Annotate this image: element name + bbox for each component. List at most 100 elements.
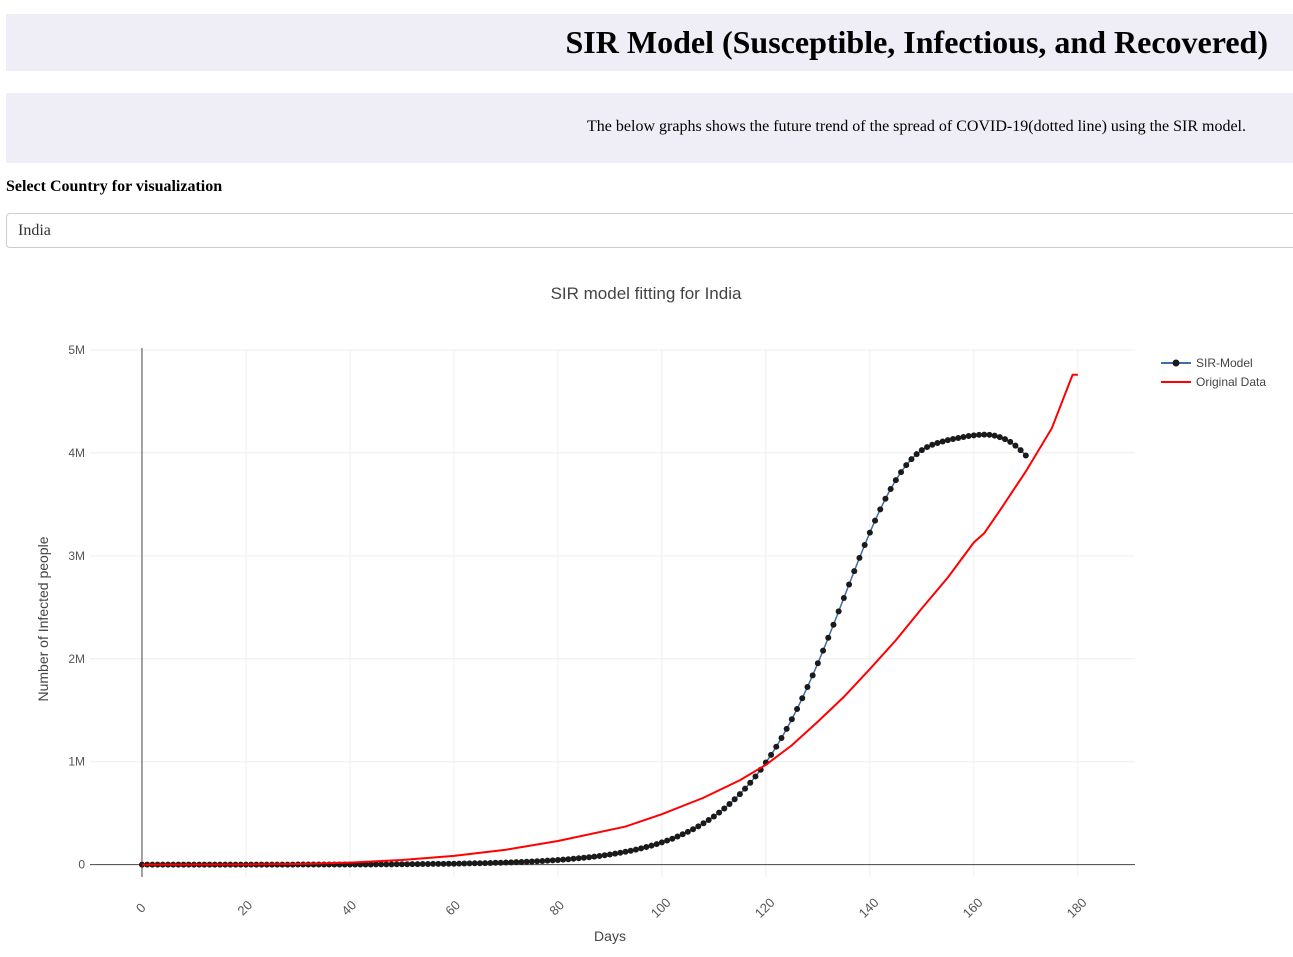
- y-axis-label: Number of Infected people: [35, 536, 51, 701]
- sir-model-point: [716, 809, 723, 816]
- sir-model-point: [638, 845, 645, 852]
- sir-model-point: [960, 433, 967, 440]
- sir-model-point: [991, 432, 998, 439]
- sir-model-point: [1017, 447, 1024, 454]
- sir-model-point: [866, 529, 873, 536]
- sir-model-point: [887, 485, 894, 492]
- original-data-line: [141, 373, 1078, 866]
- sir-model-point: [643, 844, 650, 851]
- sir-model-point: [690, 826, 697, 833]
- sir-model-point: [710, 813, 717, 820]
- sir-model-point: [378, 861, 385, 868]
- sir-model-point: [1007, 438, 1014, 445]
- sir-model-point: [752, 773, 759, 780]
- sir-model-point: [736, 791, 743, 798]
- sir-model-point: [622, 848, 629, 855]
- sir-model-point: [986, 431, 993, 438]
- y-tick-label: 2M: [68, 652, 85, 666]
- sir-model-point: [549, 857, 556, 864]
- sir-model-point: [835, 608, 842, 615]
- sir-model-point: [539, 857, 546, 864]
- sir-model-point: [471, 860, 478, 867]
- sir-model-point: [726, 801, 733, 808]
- sir-model-point: [440, 860, 447, 867]
- sir-model-point: [778, 735, 785, 742]
- sir-model-point: [799, 695, 806, 702]
- sir-model-point: [580, 854, 587, 861]
- sir-model-point: [840, 594, 847, 601]
- x-tick-label: 40: [338, 897, 359, 918]
- sir-model-point: [658, 839, 665, 846]
- sir-model-point: [497, 859, 504, 866]
- sir-model-point: [809, 672, 816, 679]
- chart-grid: [90, 349, 1135, 877]
- sir-model-point: [591, 853, 598, 860]
- sir-model-point: [851, 568, 858, 575]
- country-dropdown-value: India: [18, 222, 51, 239]
- chart-axes: 0 20 40 60 80 100 120 140 160 180 0 1M 2M 3M 4M 5M: [68, 343, 1135, 921]
- sir-model-point: [664, 837, 671, 844]
- sir-model-point: [419, 861, 426, 868]
- sir-model-point: [955, 435, 962, 442]
- y-tick-label: 3M: [68, 549, 85, 563]
- x-tick-label: 80: [546, 897, 567, 918]
- sir-model-point: [487, 860, 494, 867]
- sir-model-point: [617, 849, 624, 856]
- sir-model-point: [913, 451, 920, 458]
- x-tick-label: 160: [960, 895, 986, 921]
- sir-model-point: [788, 716, 795, 723]
- x-tick-label: 120: [752, 895, 778, 921]
- sir-model-point: [492, 859, 499, 866]
- sir-model-point: [456, 860, 463, 867]
- sir-model-point: [861, 542, 868, 549]
- sir-model-point: [398, 861, 405, 868]
- x-tick-label: 20: [234, 897, 255, 918]
- y-tick-label: 4M: [68, 446, 85, 460]
- sir-model-point: [965, 433, 972, 440]
- sir-model-point: [939, 438, 946, 445]
- sir-model-point: [648, 842, 655, 849]
- x-tick-label: 140: [856, 895, 882, 921]
- x-tick-label: 100: [648, 895, 674, 921]
- sir-model-point: [695, 823, 702, 830]
- sir-model-point: [534, 858, 541, 865]
- x-tick-label: 0: [133, 900, 149, 916]
- country-dropdown[interactable]: India: [6, 213, 1293, 248]
- sir-model-point: [523, 858, 530, 865]
- sir-model-point: [450, 860, 457, 867]
- sir-model-point: [612, 850, 619, 857]
- sir-model-point: [414, 861, 421, 868]
- y-tick-label: 1M: [68, 755, 85, 769]
- sir-model-line: [141, 433, 1027, 866]
- sir-model-point: [830, 621, 837, 628]
- sir-model-point: [679, 831, 686, 838]
- sir-model-point: [435, 860, 442, 867]
- y-tick-label: 5M: [68, 343, 85, 357]
- sir-model-point: [1012, 442, 1019, 449]
- sir-model-point: [518, 858, 525, 865]
- sir-model-point: [976, 431, 983, 438]
- sir-model-point: [560, 856, 567, 863]
- sir-model-point: [565, 856, 572, 863]
- description-banner: The below graphs shows the future trend …: [6, 93, 1293, 163]
- sir-model-point: [445, 860, 452, 867]
- sir-model-point: [632, 846, 639, 853]
- sir-model-point: [482, 860, 489, 867]
- sir-model-point: [934, 440, 941, 447]
- sir-model-point: [606, 851, 613, 858]
- sir-model-point: [898, 469, 905, 476]
- sir-model-point: [430, 860, 437, 867]
- sir-model-point: [950, 436, 957, 443]
- sir-model-point: [424, 861, 431, 868]
- sir-model-point: [653, 841, 660, 848]
- chart-plot-area: [138, 373, 1078, 868]
- sir-model-point: [570, 855, 577, 862]
- sir-model-point: [586, 854, 593, 861]
- sir-model-point: [705, 816, 712, 823]
- sir-model-point: [856, 554, 863, 561]
- sir-model-point: [601, 852, 608, 859]
- sir-model-point: [924, 444, 931, 451]
- chart-legend[interactable]: SIR-Model Original Data: [1161, 356, 1266, 389]
- sir-model-point: [783, 725, 790, 732]
- page-title: SIR Model (Susceptible, Infectious, and …: [565, 24, 1269, 60]
